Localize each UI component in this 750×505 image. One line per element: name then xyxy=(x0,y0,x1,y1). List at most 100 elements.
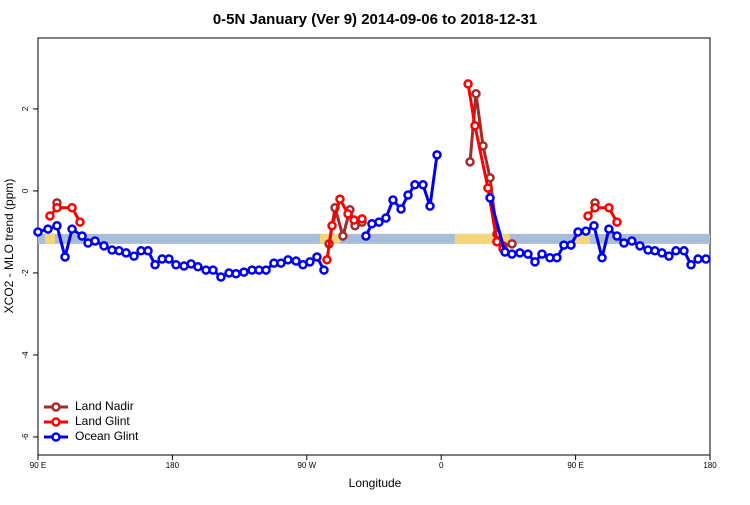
data-point xyxy=(403,190,413,200)
data-point xyxy=(129,251,139,261)
y-tick-label: 0 xyxy=(21,188,30,193)
data-point xyxy=(523,249,533,259)
data-point xyxy=(492,237,502,247)
data-point xyxy=(552,253,562,263)
data-point xyxy=(686,259,696,270)
data-point xyxy=(52,221,62,231)
x-tick-label: 180 xyxy=(703,461,717,470)
data-point xyxy=(463,79,473,89)
x-tick-label: 90 E xyxy=(30,461,46,470)
data-point xyxy=(90,236,100,246)
data-point xyxy=(597,253,607,263)
data-point xyxy=(619,238,629,248)
data-point xyxy=(60,252,70,262)
data-point xyxy=(671,246,681,256)
data-point xyxy=(530,257,540,267)
data-point xyxy=(67,224,77,234)
data-point xyxy=(693,254,703,264)
data-point xyxy=(343,209,353,219)
y-tick-label: -4 xyxy=(21,351,30,359)
plot-frame xyxy=(37,37,711,456)
data-point xyxy=(361,231,371,241)
y-axis-label: XCO2 - MLO trend (ppm) xyxy=(2,179,16,314)
legend-label: Land Nadir xyxy=(75,399,134,413)
data-point xyxy=(583,211,593,221)
x-axis-label: Longitude xyxy=(349,476,402,490)
data-point xyxy=(515,248,525,258)
data-point xyxy=(208,265,218,275)
data-point xyxy=(432,150,442,160)
data-point xyxy=(590,203,600,213)
data-point xyxy=(99,241,109,251)
data-point xyxy=(335,194,345,204)
data-point xyxy=(604,203,614,213)
data-point xyxy=(327,221,337,231)
data-point xyxy=(143,246,153,256)
legend-label: Land Glint xyxy=(75,414,130,428)
data-point xyxy=(349,215,359,225)
chart-title: 0-5N January (Ver 9) 2014-09-06 to 2018-… xyxy=(213,11,537,28)
data-point xyxy=(573,227,583,237)
data-point xyxy=(283,255,293,265)
data-point xyxy=(627,236,637,246)
data-point xyxy=(150,259,160,270)
data-point xyxy=(612,217,622,227)
data-point xyxy=(566,240,576,250)
x-tick-label: 90 E xyxy=(567,461,583,470)
data-point xyxy=(121,248,131,258)
data-point xyxy=(507,239,517,249)
series-line xyxy=(48,83,619,261)
data-point xyxy=(374,217,384,227)
x-tick-label: 0 xyxy=(439,461,444,470)
data-point xyxy=(470,120,480,131)
data-point xyxy=(635,241,645,251)
data-point xyxy=(261,265,271,275)
data-point xyxy=(171,259,181,270)
data-point xyxy=(52,203,62,213)
data-point xyxy=(357,214,367,224)
data-point xyxy=(396,204,406,214)
data-point xyxy=(589,221,599,231)
data-point xyxy=(612,231,622,241)
data-point xyxy=(77,231,87,241)
data-point xyxy=(67,203,77,213)
data-point xyxy=(305,257,315,267)
data-point xyxy=(471,89,481,99)
data-point xyxy=(418,180,428,190)
y-tick-label: -2 xyxy=(21,269,30,277)
data-point xyxy=(410,180,420,190)
data-point xyxy=(483,183,493,193)
data-point xyxy=(338,231,348,241)
data-point xyxy=(537,249,547,259)
data-point xyxy=(425,201,435,211)
data-point xyxy=(485,193,495,203)
data-point xyxy=(388,195,398,205)
x-tick-label: 90 W xyxy=(297,461,316,470)
data-point xyxy=(75,217,85,227)
data-point xyxy=(164,254,174,264)
data-point xyxy=(657,248,667,258)
data-point xyxy=(507,249,517,259)
y-tick-label: 2 xyxy=(21,106,30,111)
x-tick-label: 180 xyxy=(166,461,180,470)
y-tick-label: -6 xyxy=(21,433,30,441)
legend-marker xyxy=(51,432,61,442)
data-point xyxy=(581,226,591,236)
legend-marker xyxy=(51,402,61,412)
data-point xyxy=(33,227,43,237)
data-point xyxy=(701,254,711,264)
data-point xyxy=(193,262,203,272)
data-point xyxy=(664,251,674,261)
data-point xyxy=(45,211,55,221)
legend-label: Ocean Glint xyxy=(75,429,139,443)
legend-marker xyxy=(51,417,61,427)
data-point xyxy=(319,265,329,275)
data-point xyxy=(381,213,391,223)
data-point xyxy=(239,267,249,277)
data-point xyxy=(216,272,226,282)
data-point xyxy=(291,256,301,266)
data-point xyxy=(231,269,241,279)
data-point xyxy=(43,224,53,234)
data-point xyxy=(276,258,286,268)
